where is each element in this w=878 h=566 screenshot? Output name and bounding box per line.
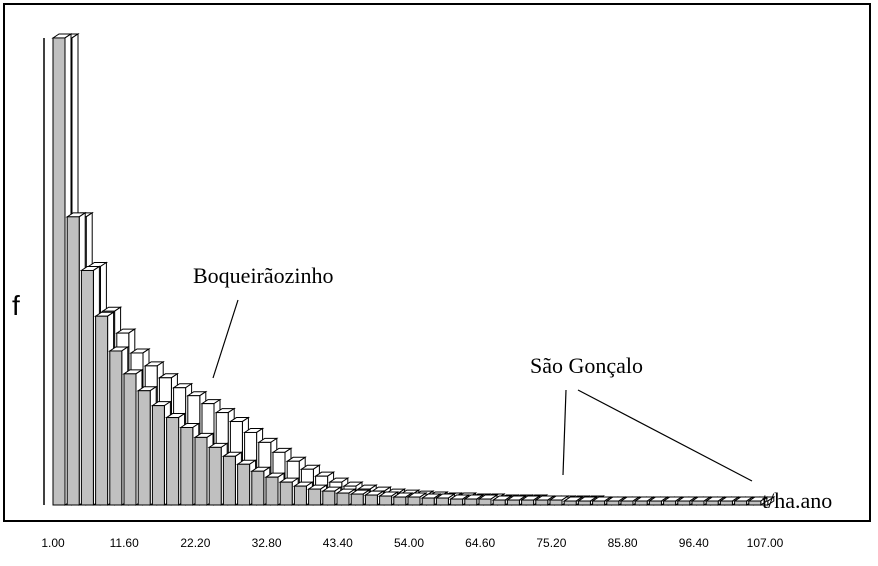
x-axis-label: t/ha.ano (762, 488, 832, 513)
x-tick-label: 107.00 (747, 536, 784, 550)
x-tick-label: 11.60 (110, 536, 139, 550)
x-tick-label: 64.60 (465, 536, 495, 550)
bar-sao-goncalo (647, 496, 670, 506)
x-tick-label: 1.00 (41, 536, 65, 550)
bar-sao-goncalo (434, 493, 457, 506)
x-tick-label: 32.80 (252, 536, 282, 550)
x-tick-label: 75.20 (536, 536, 566, 550)
annotation-boqueiraozinho-leader (212, 299, 239, 379)
annotation-sao-goncalo-leader-2 (577, 389, 753, 482)
bar-sao-goncalo (619, 496, 641, 506)
annotation-sao-goncalo-leader-1 (562, 389, 567, 476)
bar-sao-goncalo (590, 496, 613, 506)
x-tick-label: 96.40 (679, 536, 709, 550)
x-tick-label: 54.00 (394, 536, 424, 550)
annotation-sao-goncalo: São Gonçalo (530, 353, 643, 378)
x-tick-labels: 1.00 11.60 22.20 32.80 43.40 54.00 64.60 75.20 8… (41, 536, 783, 550)
bar-sao-goncalo (747, 496, 769, 506)
annotation-boqueiraozinho: Boqueirãozinho (193, 263, 334, 288)
x-tick-label: 22.20 (180, 536, 210, 550)
bar-sao-goncalo (576, 496, 599, 506)
x-tick-label: 43.40 (323, 536, 353, 550)
x-tick-label: 85.80 (608, 536, 638, 550)
bars-sao-goncalo (51, 33, 769, 506)
y-axis-label: f (12, 290, 20, 321)
